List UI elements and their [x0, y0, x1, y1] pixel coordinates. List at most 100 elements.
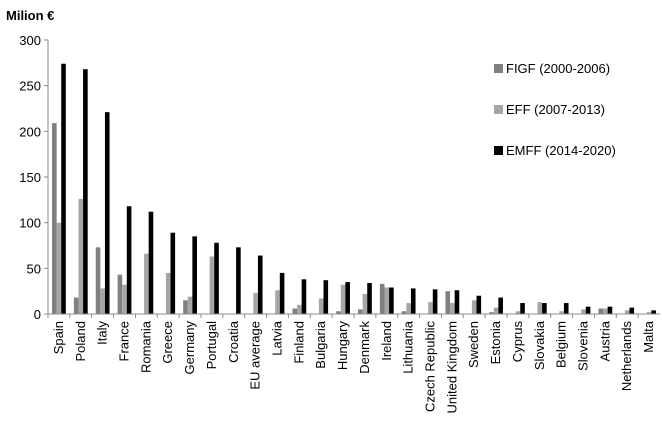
x-tick-label: Italy — [95, 321, 110, 345]
bar-emff — [279, 272, 285, 314]
x-tick-label: Belgium — [554, 321, 569, 368]
bar-figf — [95, 247, 101, 314]
bar-emff — [410, 288, 416, 314]
bar-eff — [450, 303, 455, 314]
x-tick-label: Cyprus — [510, 321, 525, 363]
x-tick-label: Latvia — [270, 320, 285, 355]
legend-label: FIGF (2000-2006) — [506, 61, 610, 76]
bar-eff — [187, 296, 193, 314]
bar-emff — [542, 303, 547, 314]
x-tick-label: Romania — [138, 320, 153, 373]
bar-eff — [646, 312, 652, 314]
legend-label: EFF (2007-2013) — [506, 102, 605, 117]
bar-eff — [275, 290, 280, 314]
bar-emff — [629, 307, 635, 314]
bar-figf — [358, 309, 363, 314]
bar-figf — [401, 311, 407, 314]
bar-emff — [83, 69, 88, 314]
x-tick-label: Croatia — [226, 320, 241, 363]
bar-eff — [209, 256, 215, 314]
legend-label: EMFF (2014-2020) — [506, 143, 616, 158]
bar-eff — [493, 307, 499, 314]
x-tick-label: Poland — [73, 321, 88, 361]
bar-eff — [362, 293, 368, 314]
x-tick-label: Denmark — [357, 321, 372, 374]
bar-eff — [624, 310, 630, 314]
bar-eff — [537, 302, 543, 314]
bar-emff — [563, 303, 569, 314]
x-tick-label: Greece — [160, 321, 175, 364]
bars — [52, 63, 656, 315]
y-axis-unit-label: Milion € — [6, 8, 54, 23]
legend-swatch — [494, 105, 503, 114]
x-tick-label: Hungary — [335, 321, 350, 371]
bar-eff — [559, 311, 564, 314]
bar-eff — [406, 303, 411, 314]
x-tick-label: Austria — [597, 320, 612, 361]
x-tick-label: Lithuania — [401, 320, 416, 374]
bar-emff — [498, 297, 503, 314]
bar-eff — [297, 304, 302, 314]
bar-emff — [61, 63, 66, 314]
y-tick-label: 100 — [19, 216, 41, 231]
bar-eff — [318, 298, 324, 314]
bar-emff — [432, 289, 438, 314]
bar-eff — [603, 308, 608, 314]
bar-eff — [56, 222, 62, 314]
bar-figf — [336, 311, 341, 314]
x-tick-label: Malta — [641, 320, 656, 353]
bar-figf — [598, 308, 604, 314]
bar-emff — [236, 247, 241, 314]
bar-emff — [126, 206, 132, 314]
bar-emff — [104, 112, 110, 315]
y-tick-label: 200 — [19, 124, 41, 139]
legend: FIGF (2000-2006) EFF (2007-2013) EMFF (201… — [494, 61, 616, 158]
bar-emff — [520, 303, 525, 314]
bar-figf — [445, 291, 451, 314]
bar-emff — [345, 282, 350, 314]
x-tick-label: Bulgaria — [313, 320, 328, 368]
y-axis: 0 50 100 150 200 250 300 — [19, 33, 49, 322]
x-tick-label: Finland — [291, 321, 306, 364]
bar-emff — [476, 295, 482, 314]
bar-eff — [515, 311, 521, 314]
x-tick-label: Spain — [51, 321, 66, 354]
bar-figf — [183, 300, 188, 314]
bar-eff — [253, 292, 258, 314]
x-axis: Spain Poland Italy France Romania Greece Germa… — [47, 313, 660, 414]
legend-swatch — [494, 64, 503, 73]
bar-emff — [323, 280, 329, 314]
bar-emff — [214, 242, 219, 314]
bar-emff — [148, 211, 154, 314]
bar-emff — [257, 255, 263, 314]
x-tick-label: Ireland — [379, 321, 394, 361]
bar-eff — [78, 198, 84, 314]
bar-eff — [100, 288, 105, 314]
x-tick-label: United Kingdom — [444, 321, 459, 414]
bar-emff — [389, 287, 394, 314]
bar-eff — [122, 284, 127, 314]
x-tick-label: Germany — [182, 321, 197, 375]
x-tick-label: Slovakia — [532, 320, 547, 370]
bar-emff — [170, 232, 176, 314]
bar-figf — [52, 123, 57, 314]
bar-emff — [301, 279, 307, 314]
bar-emff — [651, 310, 656, 314]
x-tick-label: Sweden — [466, 321, 481, 368]
bar-eff — [471, 300, 477, 314]
x-tick-label: Netherlands — [619, 321, 634, 392]
x-tick-label: Estonia — [488, 320, 503, 364]
y-tick-label: 250 — [19, 79, 41, 94]
bar-eff — [384, 287, 390, 314]
bar-emff — [585, 306, 591, 314]
x-tick-label: Slovenia — [576, 320, 591, 371]
x-tick-label: Portugal — [204, 321, 219, 370]
x-tick-label: Czech Republic — [423, 321, 438, 413]
bar-figf — [73, 297, 79, 314]
bar-figf — [379, 283, 385, 314]
legend-swatch — [494, 146, 503, 155]
bar-emff — [367, 282, 372, 314]
bar-figf — [292, 308, 298, 314]
y-tick-label: 150 — [19, 170, 41, 185]
